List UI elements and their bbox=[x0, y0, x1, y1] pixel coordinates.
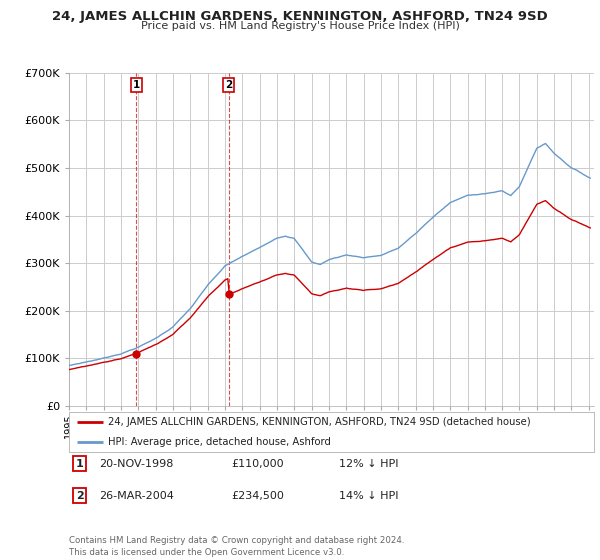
Text: 1: 1 bbox=[76, 459, 83, 469]
Text: 24, JAMES ALLCHIN GARDENS, KENNINGTON, ASHFORD, TN24 9SD (detached house): 24, JAMES ALLCHIN GARDENS, KENNINGTON, A… bbox=[109, 417, 531, 427]
Text: 1: 1 bbox=[133, 80, 140, 90]
Text: Contains HM Land Registry data © Crown copyright and database right 2024.
This d: Contains HM Land Registry data © Crown c… bbox=[69, 536, 404, 557]
Text: 14% ↓ HPI: 14% ↓ HPI bbox=[339, 491, 398, 501]
Text: 2: 2 bbox=[76, 491, 83, 501]
Text: 12% ↓ HPI: 12% ↓ HPI bbox=[339, 459, 398, 469]
Text: Price paid vs. HM Land Registry's House Price Index (HPI): Price paid vs. HM Land Registry's House … bbox=[140, 21, 460, 31]
Text: 26-MAR-2004: 26-MAR-2004 bbox=[99, 491, 174, 501]
Text: £234,500: £234,500 bbox=[231, 491, 284, 501]
Text: 24, JAMES ALLCHIN GARDENS, KENNINGTON, ASHFORD, TN24 9SD: 24, JAMES ALLCHIN GARDENS, KENNINGTON, A… bbox=[52, 10, 548, 23]
Text: £110,000: £110,000 bbox=[231, 459, 284, 469]
Text: 20-NOV-1998: 20-NOV-1998 bbox=[99, 459, 173, 469]
Text: 2: 2 bbox=[226, 80, 233, 90]
Text: HPI: Average price, detached house, Ashford: HPI: Average price, detached house, Ashf… bbox=[109, 437, 331, 447]
